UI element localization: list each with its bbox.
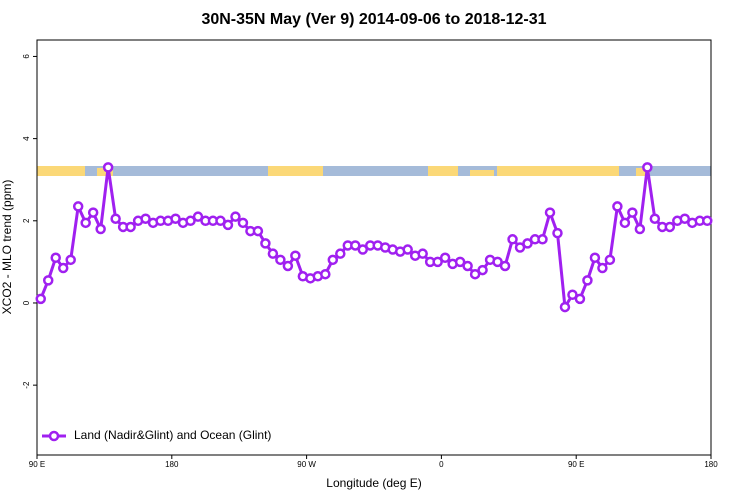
point	[320, 268, 331, 280]
chart-title: 30N-35N May (Ver 9) 2014-09-06 to 2018-1…	[201, 11, 546, 28]
x-tick-label: 90 E	[29, 460, 45, 469]
point	[642, 162, 653, 173]
point	[42, 275, 54, 286]
plot-frame	[36, 39, 712, 456]
point	[469, 268, 481, 280]
point	[252, 225, 264, 237]
point	[417, 248, 428, 259]
point	[327, 254, 339, 266]
point	[350, 240, 361, 251]
y-axis-label: XCO2 - MLO trend (ppm)	[0, 180, 14, 315]
point	[679, 213, 691, 224]
point	[537, 234, 548, 245]
legend-marker	[48, 430, 60, 442]
point	[507, 234, 518, 245]
point	[80, 217, 91, 229]
point	[185, 215, 196, 227]
x-tick-label: 90 E	[568, 460, 584, 469]
point	[582, 275, 593, 286]
y-tick-label: 4	[22, 136, 31, 141]
point	[237, 217, 249, 229]
point	[102, 162, 114, 173]
x-tick-label: 180	[704, 460, 718, 469]
point	[702, 215, 713, 227]
point	[230, 211, 241, 222]
point	[664, 221, 676, 233]
point	[604, 254, 616, 266]
point	[35, 293, 46, 305]
legend-label: Land (Nadir&Glint) and Ocean (Glint)	[74, 428, 271, 442]
legend: Land (Nadir&Glint) and Ocean (Glint)	[42, 428, 271, 442]
point	[477, 264, 488, 276]
point	[574, 293, 586, 305]
point	[612, 201, 623, 212]
point	[544, 207, 556, 218]
point	[140, 213, 151, 224]
y-tick-label: -2	[22, 381, 31, 389]
point	[492, 256, 503, 268]
point	[522, 238, 533, 249]
point	[110, 213, 121, 224]
point	[649, 213, 661, 224]
x-tick-label: 90 W	[297, 460, 316, 469]
point	[499, 260, 511, 272]
series-line	[39, 165, 708, 309]
point	[222, 219, 234, 231]
y-tick-label: 2	[22, 218, 31, 223]
point	[619, 217, 631, 229]
point	[290, 250, 301, 261]
point	[215, 215, 226, 227]
point	[552, 227, 563, 239]
point	[260, 238, 271, 249]
x-tick-label: 180	[165, 460, 179, 469]
point	[462, 260, 473, 272]
point	[65, 254, 76, 266]
point	[57, 262, 69, 274]
point	[87, 207, 99, 218]
point	[125, 221, 136, 233]
point	[170, 213, 181, 224]
point	[559, 301, 571, 313]
point	[634, 223, 646, 235]
point	[402, 244, 413, 255]
point	[627, 207, 638, 218]
point	[50, 252, 61, 264]
x-axis-label: Longitude (deg E)	[326, 476, 421, 490]
y-tick-label: 0	[22, 300, 31, 305]
point	[439, 252, 451, 264]
point	[454, 256, 466, 268]
point	[589, 252, 601, 264]
x-tick-label: 0	[439, 460, 444, 469]
point	[95, 223, 106, 235]
point	[357, 244, 369, 255]
point	[514, 242, 526, 253]
point	[282, 260, 294, 272]
point	[335, 248, 346, 259]
land-ocean-strip	[37, 166, 711, 176]
point	[192, 211, 204, 222]
point	[432, 256, 443, 268]
point	[275, 254, 286, 266]
point	[72, 201, 84, 212]
point	[567, 289, 578, 301]
point	[597, 262, 608, 274]
point	[267, 248, 279, 259]
y-tick-label: 6	[22, 54, 31, 59]
